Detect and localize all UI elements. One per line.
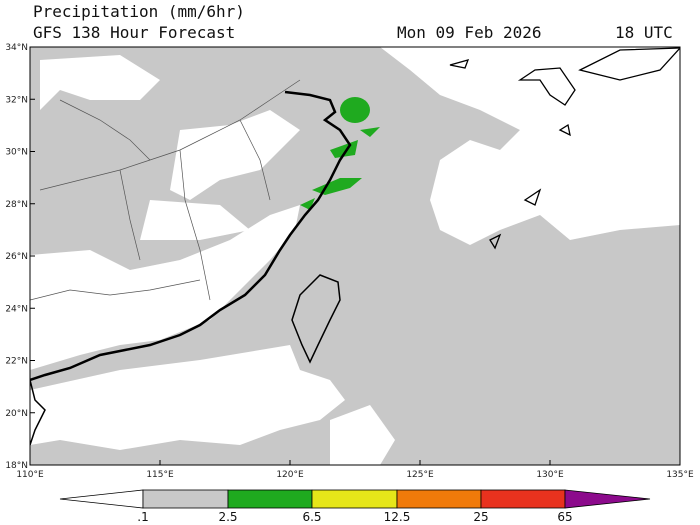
colorbar-segment <box>227 489 313 509</box>
colorbar-label: 12.5 <box>384 510 411 524</box>
colorbar-label: 25 <box>473 510 488 524</box>
coastline <box>30 379 46 446</box>
title: Precipitation (mm/6hr) <box>33 2 245 21</box>
colorbar-segment <box>59 489 144 509</box>
coastline <box>30 90 352 382</box>
lat-label: 28°N <box>5 200 28 210</box>
colorbar-segment <box>142 489 229 509</box>
colorbar-segment <box>311 489 398 509</box>
colorbar-segment <box>564 489 651 509</box>
dry-area <box>140 200 250 240</box>
time: 18 UTC <box>615 23 673 42</box>
taiwan <box>291 274 341 364</box>
lat-label: 20°N <box>5 409 28 419</box>
subtitle: GFS 138 Hour Forecast <box>33 23 235 42</box>
lat-label: 32°N <box>5 95 28 105</box>
lat-label: 22°N <box>5 357 28 367</box>
ticks: 34°N 32°N 30°N 28°N 26°N 24°N 22°N 20°N 18°N110°… <box>5 43 694 480</box>
colorbar-label: 2.5 <box>218 510 237 524</box>
colorbar-label: .1 <box>137 510 148 524</box>
colorbar-labels: .1 2.5 6.5 12.5 25 65 <box>137 510 572 524</box>
lon-label: 110°E <box>16 470 44 480</box>
dry-area <box>170 110 300 200</box>
colorbar-label: 65 <box>557 510 572 524</box>
precip-green <box>340 97 370 123</box>
lon-label: 130°E <box>536 470 564 480</box>
lon-label: 135°E <box>666 470 694 480</box>
lat-label: 18°N <box>5 461 28 471</box>
borders <box>30 79 301 301</box>
dry-area <box>330 405 395 465</box>
precip-green <box>300 127 380 210</box>
date: Mon 09 Feb 2026 <box>397 23 542 42</box>
lat-label: 34°N <box>5 43 28 53</box>
lat-label: 26°N <box>5 252 28 262</box>
map-area <box>30 47 680 465</box>
lat-label: 30°N <box>5 148 28 158</box>
dry-area <box>30 315 90 340</box>
dry-area <box>30 205 300 370</box>
islands <box>449 47 680 250</box>
lat-label: 24°N <box>5 304 28 314</box>
colorbar-segment <box>396 489 482 509</box>
colorbar-segment <box>480 489 566 509</box>
dry-area <box>40 55 160 110</box>
lon-label: 120°E <box>276 470 304 480</box>
dry-area <box>380 47 680 245</box>
lon-label: 115°E <box>146 470 174 480</box>
colorbar-label: 6.5 <box>302 510 321 524</box>
lon-label: 125°E <box>406 470 434 480</box>
dry-area <box>30 345 345 450</box>
colorbar <box>59 489 651 509</box>
